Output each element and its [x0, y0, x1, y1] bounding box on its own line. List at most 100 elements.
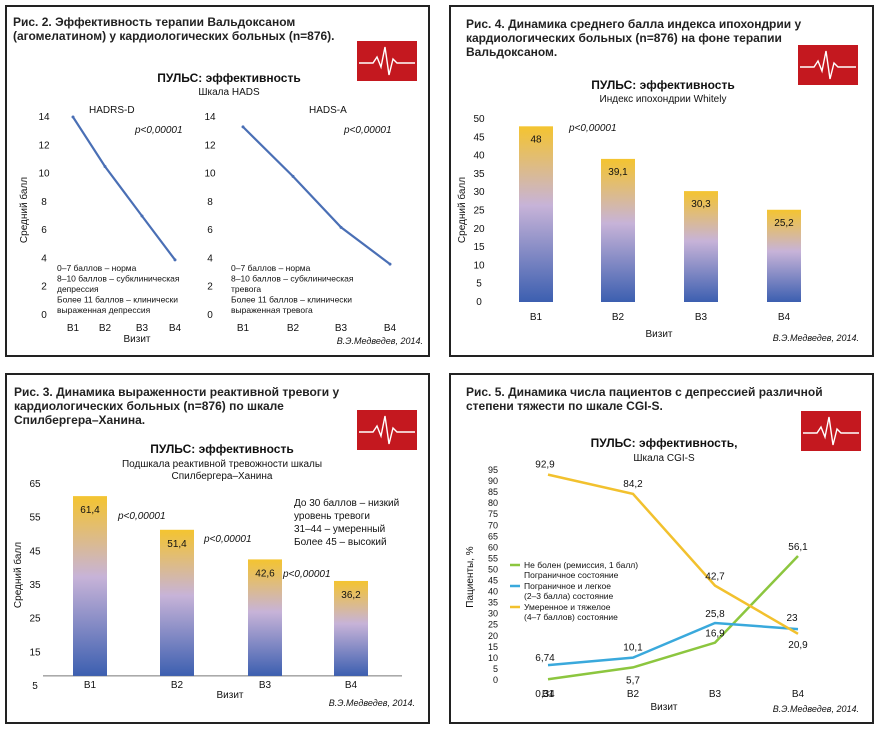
series-line: [547, 621, 799, 667]
y-tick-label: 65: [29, 479, 41, 490]
y-tick-label: 15: [473, 242, 485, 253]
y-tick-label: 85: [488, 487, 498, 497]
legend-label: (4–7 баллов) состояние: [524, 612, 618, 622]
figure-panel-3: Рис. 3. Динамика выраженности реактивной…: [5, 373, 430, 724]
bar: [767, 209, 801, 302]
x-axis-label: Визит: [645, 329, 672, 340]
series-line: [547, 555, 799, 681]
x-tick-label: В1: [530, 312, 543, 323]
y-axis-label: Средний балл: [456, 177, 468, 243]
y-tick-label: 55: [29, 513, 41, 524]
series-line: [242, 126, 391, 265]
note-text: 31–44 – умеренный: [294, 524, 385, 535]
y-tick-label: 45: [488, 576, 498, 586]
chart-subtitle: Подшкала реактивной тревожности шкалы: [122, 459, 322, 470]
bar: [160, 529, 194, 676]
y-tick-label: 35: [29, 580, 41, 591]
y-tick-label: 75: [488, 509, 498, 519]
x-tick-label: В1: [84, 680, 97, 691]
y-tick-label: 30: [488, 609, 498, 619]
note-text: Более 11 баллов – клинически: [231, 295, 352, 305]
y-tick-label: 10: [488, 653, 498, 663]
y-tick-label: 6: [207, 225, 213, 236]
y-tick-label: 30: [473, 187, 485, 198]
x-tick-label: В2: [627, 689, 640, 700]
note-text: 8–10 баллов – субклиническая: [57, 274, 180, 284]
y-tick-label: 10: [473, 260, 485, 271]
y-tick-label: 40: [473, 151, 485, 162]
note-text: уровень тревоги: [294, 511, 370, 522]
y-tick-label: 5: [493, 664, 498, 674]
x-tick-label: В3: [259, 680, 272, 691]
subchart-title: HADS-A: [309, 105, 347, 116]
x-axis-label: Визит: [216, 690, 243, 701]
legend-label: Пограничное и легкое: [524, 581, 611, 591]
note-text: Более 11 баллов – клинически: [57, 295, 178, 305]
data-label: 61,4: [80, 505, 100, 516]
data-label: 16,9: [705, 629, 725, 640]
chart-subtitle: Индекс ипохондрии Whitely: [600, 94, 727, 105]
y-tick-label: 4: [41, 253, 47, 264]
y-axis-label: Средний балл: [18, 177, 30, 243]
note-text: До 30 баллов – низкий: [294, 497, 399, 509]
bar: [73, 496, 107, 676]
y-tick-label: 50: [473, 114, 485, 125]
chart-title: ПУЛЬС: эффективность,: [591, 436, 738, 450]
y-tick-label: 90: [488, 476, 498, 486]
x-axis-label: Визит: [650, 702, 677, 713]
p-value: p<0,00001: [117, 511, 166, 522]
note-text: выраженная депрессия: [57, 305, 151, 315]
y-tick-label: 95: [488, 465, 498, 475]
figure-title: Рис. 4. Динамика среднего балла индекса …: [466, 17, 802, 59]
x-axis-label: Визит: [123, 334, 150, 345]
p-value: p<0,00001: [568, 123, 617, 134]
bar: [519, 126, 553, 302]
chart-cgis: ПУЛЬС: эффективность, Шкала CGI-S Пациенты…: [465, 436, 859, 714]
chart-subtitle: Спилбергера–Ханина: [172, 470, 273, 482]
data-label: 23: [786, 613, 798, 624]
y-tick-label: 0: [493, 675, 498, 685]
ecg-icon: [801, 411, 861, 451]
data-label: 39,1: [608, 167, 628, 178]
figure-panel-4: Рис. 4. Динамика среднего балла индекса …: [449, 5, 874, 357]
chart-spielberger: ПУЛЬС: эффективность Подшкала реактивной …: [12, 442, 415, 708]
x-tick-label: В4: [169, 323, 182, 334]
x-tick-label: В2: [612, 312, 625, 323]
note-text: 8–10 баллов – субклиническая: [231, 274, 354, 284]
x-tick-label: В2: [99, 323, 112, 334]
y-axis-label: Средний балл: [12, 542, 24, 608]
y-tick-label: 12: [204, 140, 216, 151]
y-tick-label: 0: [41, 310, 47, 321]
chart-subtitle: Шкала CGI-S: [633, 453, 695, 464]
data-label: 10,1: [623, 643, 643, 654]
y-tick-label: 35: [488, 598, 498, 608]
note-text: Более 45 – высокий: [294, 537, 387, 548]
figure-title: Рис. 5. Динамика числа пациентов с депре…: [466, 385, 823, 413]
y-tick-label: 0: [476, 297, 482, 308]
chart-title: ПУЛЬС: эффективность: [150, 442, 294, 456]
data-label: 30,3: [691, 199, 711, 210]
x-tick-label: В1: [67, 323, 80, 334]
chart-whitely: ПУЛЬС: эффективность Индекс ипохондрии Wh…: [456, 78, 859, 343]
y-tick-label: 15: [488, 642, 498, 652]
source-note: В.Э.Медведев, 2014.: [337, 336, 423, 346]
x-tick-label: В3: [695, 312, 708, 323]
y-tick-label: 8: [41, 197, 47, 208]
data-label: 42,7: [705, 572, 725, 583]
y-tick-label: 70: [488, 520, 498, 530]
bar: [334, 580, 368, 676]
y-tick-label: 45: [473, 132, 485, 143]
chart-title: ПУЛЬС: эффективность: [157, 71, 301, 85]
data-point: [339, 225, 343, 229]
data-label: 51,4: [167, 539, 187, 550]
x-tick-label: В2: [171, 680, 184, 691]
y-tick-label: 5: [476, 279, 482, 290]
figure-panel-2: Рис. 2. Эффективность терапии Вальдоксан…: [5, 5, 430, 357]
y-tick-label: 40: [488, 587, 498, 597]
legend-label: (2–3 балла) состояние: [524, 591, 614, 601]
data-label: 25,2: [774, 218, 794, 229]
legend-label: Не болен (ремиссия, 1 балл): [524, 560, 638, 570]
y-axis-label: Пациенты, %: [465, 546, 476, 607]
data-label: 5,7: [626, 675, 640, 686]
x-tick-label: В1: [542, 689, 555, 700]
